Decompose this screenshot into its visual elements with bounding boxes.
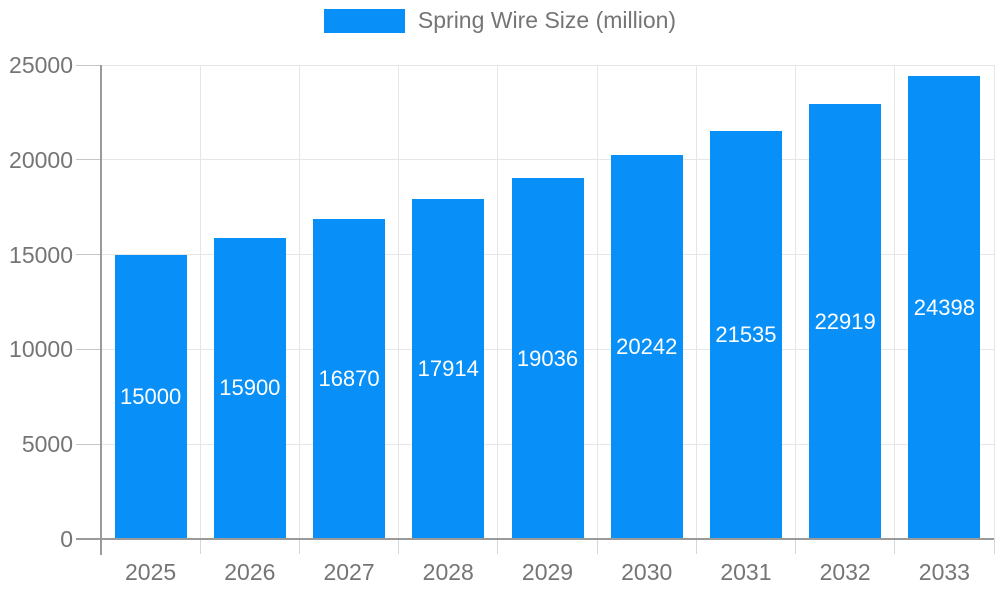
x-tick-label: 2029 bbox=[521, 559, 574, 585]
y-axis-line bbox=[100, 65, 102, 555]
x-tick-label: 2032 bbox=[819, 559, 871, 585]
bar-value-label: 24398 bbox=[913, 294, 975, 320]
y-tick-label: 5000 bbox=[21, 431, 73, 458]
x-tick-label: 2030 bbox=[621, 559, 673, 585]
y-tick-label: 15000 bbox=[9, 241, 73, 268]
bar-value-label: 22919 bbox=[814, 308, 876, 334]
y-tick-label: 0 bbox=[60, 526, 73, 552]
gridline-v bbox=[398, 65, 400, 539]
y-tick-label: 20000 bbox=[9, 146, 73, 173]
gridline-v bbox=[695, 65, 697, 539]
x-tick bbox=[497, 539, 499, 554]
y-tick bbox=[76, 159, 101, 161]
x-tick-label: 2031 bbox=[720, 559, 772, 585]
bar[interactable] bbox=[213, 237, 286, 539]
gridline-v bbox=[993, 65, 995, 539]
x-tick-label: 2028 bbox=[422, 559, 474, 585]
gridline-h bbox=[101, 159, 994, 161]
bar[interactable] bbox=[511, 178, 584, 539]
legend-swatch bbox=[323, 8, 405, 33]
gridline-v bbox=[596, 65, 598, 539]
gridline-v bbox=[795, 65, 797, 539]
gridline-v bbox=[894, 65, 896, 539]
y-tick-label: 25000 bbox=[9, 52, 73, 78]
y-tick bbox=[76, 348, 101, 350]
x-tick bbox=[596, 539, 598, 554]
bar[interactable] bbox=[809, 104, 882, 539]
gridline-v bbox=[199, 65, 201, 539]
y-tick-label: 10000 bbox=[9, 336, 73, 363]
bar[interactable] bbox=[709, 130, 782, 539]
x-tick bbox=[298, 539, 300, 554]
x-tick bbox=[398, 539, 400, 554]
bar-value-label: 19036 bbox=[516, 345, 579, 371]
bar[interactable] bbox=[313, 219, 386, 539]
x-tick-label: 2025 bbox=[125, 559, 177, 585]
bar-value-label: 15900 bbox=[219, 375, 281, 401]
chart-legend: Spring Wire Size (million) bbox=[0, 7, 1000, 34]
bar[interactable] bbox=[114, 254, 187, 539]
bar-value-label: 17914 bbox=[417, 356, 479, 382]
gridline-h bbox=[101, 64, 994, 66]
bar[interactable] bbox=[412, 199, 485, 539]
bar[interactable] bbox=[908, 76, 981, 539]
x-tick bbox=[199, 539, 201, 554]
bar-value-label: 21535 bbox=[715, 321, 777, 347]
bar-value-label: 16870 bbox=[318, 366, 380, 392]
x-tick-label: 2027 bbox=[323, 559, 375, 585]
x-tick-label: 2026 bbox=[224, 559, 276, 585]
gridline-v bbox=[298, 65, 300, 539]
bar[interactable] bbox=[610, 155, 683, 539]
x-tick bbox=[993, 539, 995, 554]
x-tick-label: 2033 bbox=[918, 559, 970, 585]
y-tick bbox=[76, 443, 101, 445]
x-axis-line bbox=[76, 538, 994, 540]
x-tick bbox=[795, 539, 797, 554]
y-tick bbox=[76, 254, 101, 256]
x-tick bbox=[894, 539, 896, 554]
x-tick bbox=[695, 539, 697, 554]
bar-value-label: 15000 bbox=[120, 383, 182, 409]
y-tick bbox=[76, 64, 101, 66]
gridline-v bbox=[497, 65, 499, 539]
bar-value-label: 20242 bbox=[616, 334, 678, 360]
legend-label: Spring Wire Size (million) bbox=[417, 7, 677, 33]
